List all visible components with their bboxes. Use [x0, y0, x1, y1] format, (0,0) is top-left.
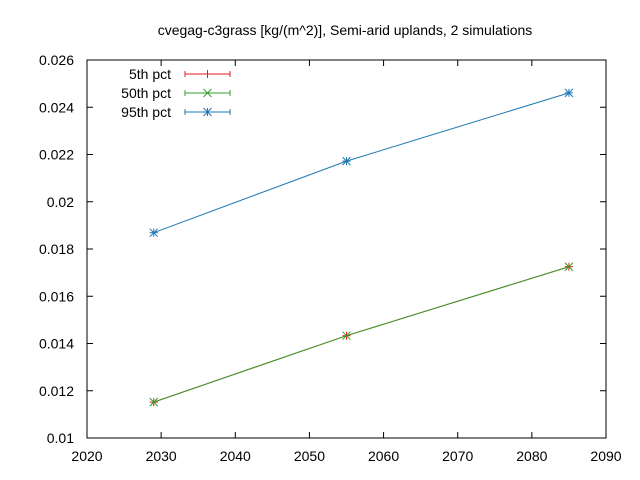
y-tick-label: 0.01	[47, 430, 74, 446]
y-tick-label: 0.014	[39, 336, 74, 352]
y-tick-label: 0.018	[39, 241, 74, 257]
legend-label: 5th pct	[129, 66, 171, 82]
data-point-d2	[564, 88, 574, 98]
series-group	[149, 88, 574, 407]
legend-label: 95th pct	[121, 104, 171, 120]
data-point	[342, 156, 351, 166]
y-tick-label: 0.016	[39, 288, 74, 304]
series-1	[149, 262, 574, 407]
chart-title: cvegag-c3grass [kg/(m^2)], Semi-arid upl…	[158, 22, 533, 38]
x-tick-label: 2070	[442, 448, 473, 464]
series-line	[153, 92, 570, 234]
data-point	[149, 228, 159, 238]
data-point	[149, 397, 159, 407]
data-point-d2	[342, 156, 351, 166]
legend-marker-d2	[203, 88, 212, 98]
legend-marker-d2	[203, 107, 212, 117]
legend-marker	[203, 107, 212, 117]
x-tick-label: 2060	[368, 448, 399, 464]
data-point-d2	[564, 262, 574, 272]
y-tick-label: 0.026	[39, 52, 74, 68]
x-tick-label: 2030	[146, 448, 177, 464]
data-point	[564, 262, 574, 272]
series-line	[153, 266, 570, 403]
data-point	[342, 331, 351, 341]
legend-marker	[203, 88, 212, 98]
x-tick-label: 2090	[590, 448, 621, 464]
x-tick-label: 2050	[294, 448, 325, 464]
axes: 2020 2030 2040 2050 2060 2070 2080 2090 0.01 0.01…	[39, 52, 622, 464]
series-line	[153, 266, 570, 403]
series-2	[149, 88, 574, 238]
data-point-d2	[342, 331, 351, 341]
x-tick-label: 2080	[516, 448, 547, 464]
y-tick-label: 0.024	[39, 99, 74, 115]
y-tick-label: 0.022	[39, 147, 74, 163]
legend-marker	[203, 70, 212, 78]
data-point	[564, 88, 574, 98]
data-point-d2	[149, 228, 159, 238]
series-0	[149, 262, 573, 407]
legend-label: 50th pct	[121, 85, 171, 101]
legend: 5th pct 50th pct 95th pct	[121, 66, 231, 120]
y-tick-label: 0.02	[47, 194, 74, 210]
x-tick-label: 2020	[71, 448, 102, 464]
y-tick-label: 0.012	[39, 383, 74, 399]
data-point-d2	[149, 397, 159, 407]
x-tick-label: 2040	[220, 448, 251, 464]
